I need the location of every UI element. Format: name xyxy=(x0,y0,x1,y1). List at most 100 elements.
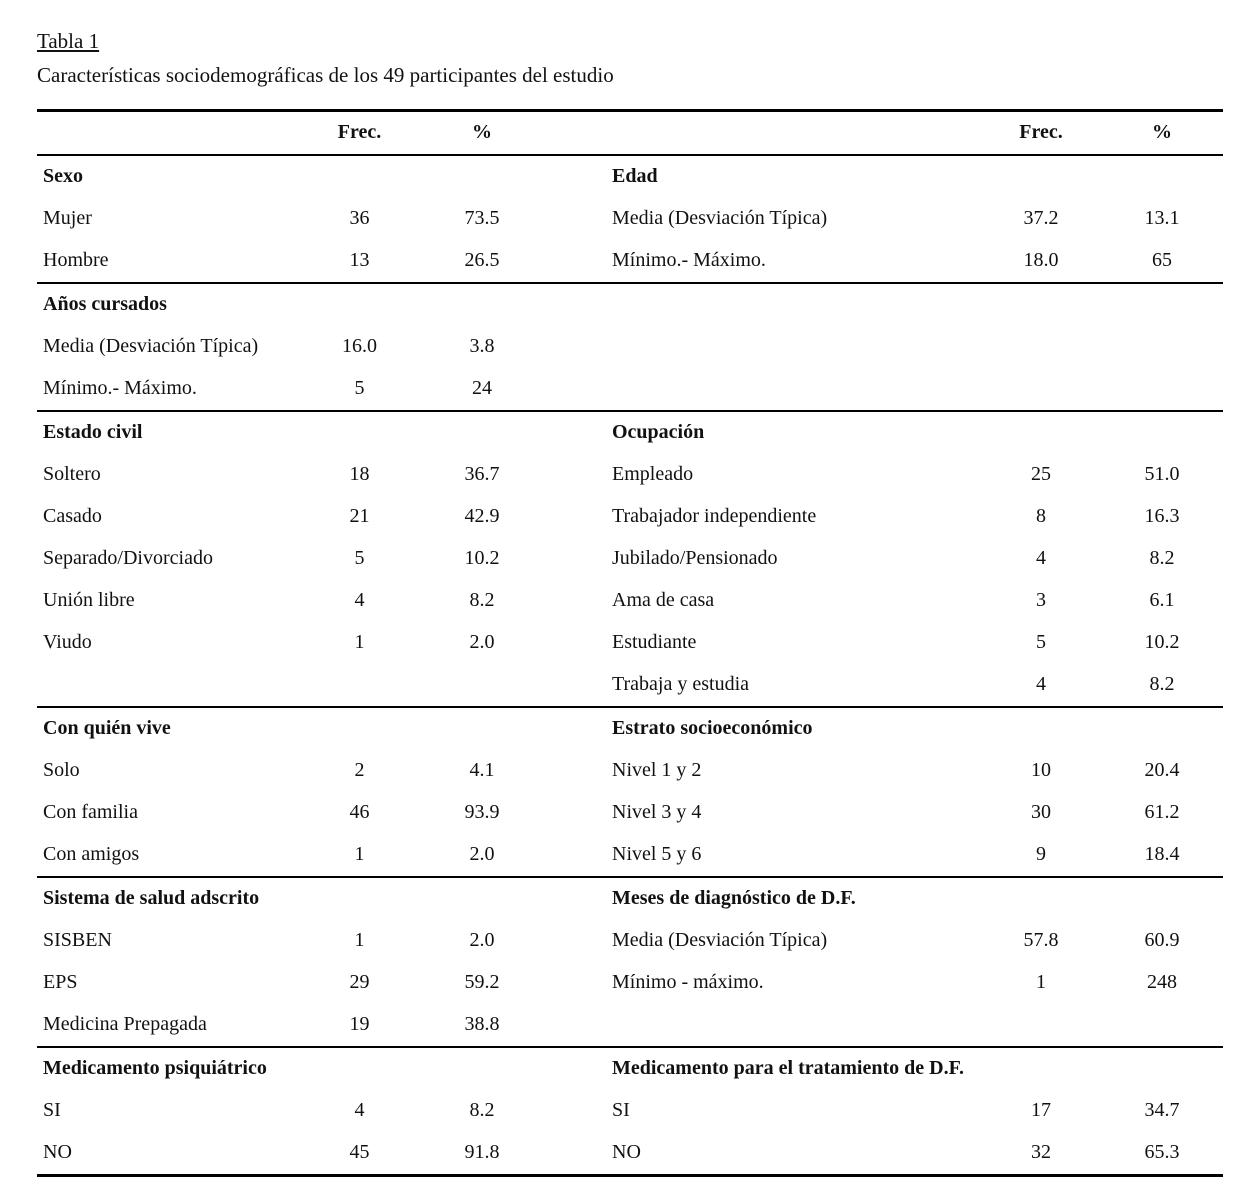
section-3-right-half: Estrato socioeconómico Nivel 1 y 2 10 20.4 N… xyxy=(606,708,1223,876)
section-heading: Sexo xyxy=(43,165,83,187)
pct-value: 36.7 xyxy=(464,463,500,485)
section-heading: Años cursados xyxy=(43,293,167,315)
table-row: Empleado 25 51.0 xyxy=(606,454,1223,496)
table-row: Con familia 46 93.9 xyxy=(37,792,547,834)
freq-value: 2 xyxy=(354,759,365,781)
freq-value: 32 xyxy=(1031,1141,1051,1163)
row-label: Solo xyxy=(43,759,80,781)
section-heading-row: Estado civil xyxy=(37,412,547,454)
section-heading: Meses de diagnóstico de D.F. xyxy=(612,887,856,909)
freq-value: 4 xyxy=(354,1099,365,1121)
table-row: Jubilado/Pensionado 4 8.2 xyxy=(606,538,1223,580)
row-label: Nivel 5 y 6 xyxy=(612,843,702,865)
row-label: Medicina Prepagada xyxy=(43,1013,207,1035)
freq-column-header-right: Frec. xyxy=(1019,121,1063,143)
section-heading: Medicamento para el tratamiento de D.F. xyxy=(612,1057,964,1079)
section-heading: Medicamento psiquiátrico xyxy=(43,1057,267,1079)
section-heading: Estrato socioeconómico xyxy=(612,717,813,739)
pct-value: 26.5 xyxy=(464,249,500,271)
table-section-4: Sistema de salud adscrito SISBEN 1 2.0 EPS 29… xyxy=(37,878,1223,1048)
pct-column-header-left: % xyxy=(472,121,492,143)
pct-value: 8.2 xyxy=(469,1099,495,1121)
table-row: Nivel 5 y 6 9 18.4 xyxy=(606,834,1223,876)
table-row: NO 32 65.3 xyxy=(606,1132,1223,1174)
table-row: Trabaja y estudia 4 8.2 xyxy=(606,664,1223,706)
pct-value: 59.2 xyxy=(464,971,500,993)
section-heading: Edad xyxy=(612,165,658,187)
pct-value: 2.0 xyxy=(469,929,495,951)
row-label: Soltero xyxy=(43,463,101,485)
table-row: Nivel 1 y 2 10 20.4 xyxy=(606,750,1223,792)
pct-value: 18.4 xyxy=(1144,843,1180,865)
table-row: Con amigos 1 2.0 xyxy=(37,834,547,876)
row-label: Trabaja y estudia xyxy=(612,673,750,695)
pct-value: 2.0 xyxy=(469,631,495,653)
table-row: Mínimo - máximo. 1 248 xyxy=(606,962,1223,1004)
pct-value: 51.0 xyxy=(1144,463,1180,485)
row-label: Trabajador independiente xyxy=(612,505,817,527)
table-title: Tabla 1 xyxy=(37,29,100,53)
section-heading-row: Medicamento para el tratamiento de D.F. xyxy=(606,1048,1223,1090)
header-left-half: Frec. % xyxy=(37,112,547,154)
section-heading-row: Sistema de salud adscrito xyxy=(37,878,547,920)
row-label: SISBEN xyxy=(43,929,112,951)
table-header-row: Frec. % Frec. % xyxy=(37,112,1223,156)
pct-value: 2.0 xyxy=(469,843,495,865)
row-label: Ama de casa xyxy=(612,589,715,611)
pct-value: 8.2 xyxy=(1149,673,1175,695)
section-heading: Estado civil xyxy=(43,421,143,443)
pct-value: 16.3 xyxy=(1144,505,1180,527)
section-heading: Ocupación xyxy=(612,421,705,443)
freq-value: 25 xyxy=(1031,463,1051,485)
table-row: EPS 29 59.2 xyxy=(37,962,547,1004)
freq-value: 5 xyxy=(354,547,365,569)
row-label: Media (Desviación Típica) xyxy=(612,207,828,229)
pct-value: 4.1 xyxy=(469,759,495,781)
table-row: Trabajador independiente 8 16.3 xyxy=(606,496,1223,538)
table-row: Viudo 1 2.0 xyxy=(37,622,547,664)
row-label: Con amigos xyxy=(43,843,140,865)
pct-value: 38.8 xyxy=(464,1013,500,1035)
pct-value: 91.8 xyxy=(464,1141,500,1163)
freq-value: 29 xyxy=(349,971,370,993)
section-heading-row: Años cursados xyxy=(37,284,547,326)
row-label: NO xyxy=(43,1141,72,1163)
row-label: Hombre xyxy=(43,249,109,271)
table-subtitle: Características sociodemográficas de los… xyxy=(37,63,614,88)
freq-value: 9 xyxy=(1036,843,1046,865)
freq-value: 19 xyxy=(349,1013,370,1035)
pct-value: 8.2 xyxy=(469,589,495,611)
table-row: Soltero 18 36.7 xyxy=(37,454,547,496)
table-section-0: Sexo Mujer 36 73.5 Hombre 13 26.5 Edad Media (De… xyxy=(37,156,1223,284)
pct-value: 34.7 xyxy=(1144,1099,1180,1121)
table-row: Unión libre 4 8.2 xyxy=(37,580,547,622)
row-label: Estudiante xyxy=(612,631,697,653)
pct-value: 3.8 xyxy=(469,335,495,357)
table-row: Media (Desviación Típica) 16.0 3.8 xyxy=(37,326,547,368)
row-label: Viudo xyxy=(43,631,92,653)
pct-column-header-right: % xyxy=(1152,121,1172,143)
table-row: Media (Desviación Típica) 57.8 60.9 xyxy=(606,920,1223,962)
freq-value: 1 xyxy=(354,843,365,865)
table-row: Medicina Prepagada 19 38.8 xyxy=(37,1004,547,1046)
table-row: SISBEN 1 2.0 xyxy=(37,920,547,962)
freq-value: 21 xyxy=(349,505,370,527)
pct-value: 61.2 xyxy=(1144,801,1180,823)
section-4-right-half: Meses de diagnóstico de D.F. Media (Desvi… xyxy=(606,878,1223,1046)
row-label: SI xyxy=(43,1099,61,1121)
freq-value: 46 xyxy=(349,801,370,823)
row-label: Empleado xyxy=(612,463,694,485)
section-3-left-half: Con quién vive Solo 2 4.1 Con familia 46 93.9 C… xyxy=(37,708,547,876)
table-row: Solo 2 4.1 xyxy=(37,750,547,792)
pct-value: 6.1 xyxy=(1149,589,1175,611)
section-1-left-half: Años cursados Media (Desviación Típica) 16… xyxy=(37,284,547,410)
table-row: Media (Desviación Típica) 37.2 13.1 xyxy=(606,198,1223,240)
pct-value: 10.2 xyxy=(1144,631,1180,653)
section-2-right-half: Ocupación Empleado 25 51.0 Trabajador indepe… xyxy=(606,412,1223,706)
table-row: SI 4 8.2 xyxy=(37,1090,547,1132)
table-row: Estudiante 5 10.2 xyxy=(606,622,1223,664)
freq-value: 18 xyxy=(349,463,370,485)
section-heading-row: Ocupación xyxy=(606,412,1223,454)
row-label: Mínimo.- Máximo. xyxy=(612,249,766,271)
